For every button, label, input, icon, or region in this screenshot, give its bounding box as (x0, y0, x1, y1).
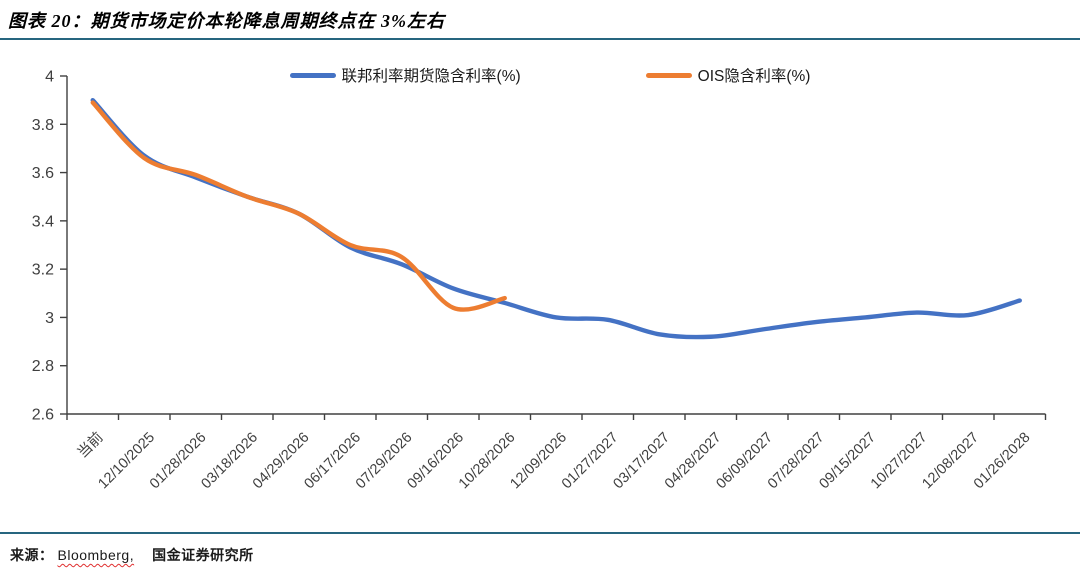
y-tick-label: 3 (45, 310, 54, 327)
x-tick-label: 当前 (74, 429, 107, 462)
chart-legend: 联邦利率期货隐含利率(%) OIS隐含利率(%) (20, 64, 1080, 86)
footer-divider (0, 532, 1080, 534)
y-tick-label: 3.4 (32, 213, 54, 230)
legend-label-futures: 联邦利率期货隐含利率(%) (341, 68, 521, 85)
figure-title: 图表 20：期货市场定价本轮降息周期终点在 3%左右 (0, 0, 1080, 40)
source-note: 来源： Bloomberg, 国金证券研究所 (10, 545, 1080, 565)
legend-label-ois: OIS隐含利率(%) (697, 68, 811, 85)
legend-marker-orange-line (645, 72, 692, 78)
y-tick-label: 2.6 (32, 407, 54, 424)
legend-item-futures: 联邦利率期货隐含利率(%) (289, 64, 521, 86)
source-bloomberg: Bloomberg, (57, 547, 135, 563)
series-line-0 (90, 97, 1022, 340)
source-prefix: 来源： (10, 549, 54, 564)
y-tick-label: 3.8 (32, 117, 54, 134)
y-tick-label: 3.6 (32, 165, 54, 182)
chart-area: 联邦利率期货隐含利率(%) OIS隐含利率(%) 4 3.8 3.6 3.4 3.2 3 2… (0, 40, 1080, 532)
y-tick-label: 2.8 (32, 358, 54, 375)
source-institute: 国金证券研究所 (152, 549, 254, 564)
legend-marker-blue-line (289, 72, 336, 78)
y-tick-label: 4 (45, 69, 54, 86)
x-tick-label: 01/26/2028 (971, 430, 1034, 493)
rate-line-chart: 43.83.63.43.232.82.6当前12/10/202501/28/20… (32, 69, 1047, 493)
legend-item-ois: OIS隐含利率(%) (645, 64, 811, 86)
y-tick-label: 3.2 (32, 262, 54, 279)
series-line-1 (90, 100, 507, 312)
